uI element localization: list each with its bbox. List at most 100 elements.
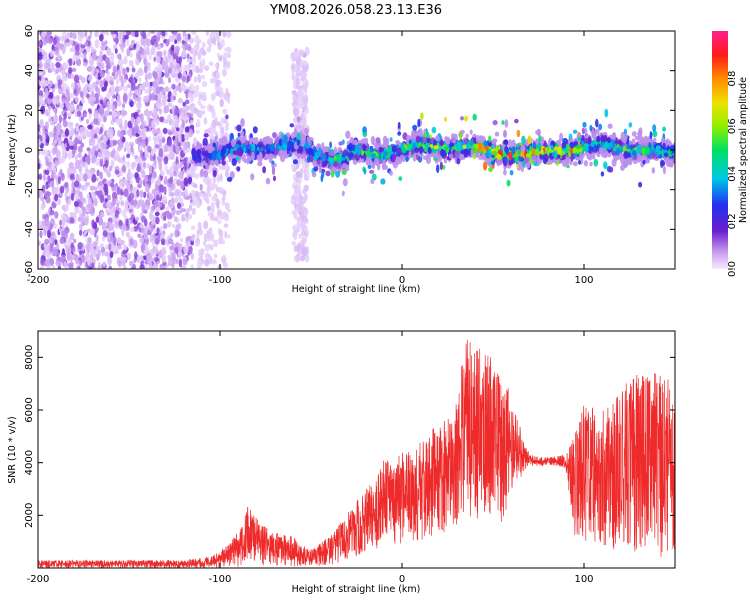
- heatmap-cell: [57, 198, 61, 206]
- heatmap-cell: [177, 249, 182, 259]
- heatmap-cell: [144, 204, 150, 211]
- heatmap-cell: [226, 234, 231, 239]
- heatmap-cell: [110, 159, 115, 169]
- heatmap-cell: [194, 190, 199, 197]
- heatmap-cell: [167, 102, 173, 108]
- heatmap-cell: [190, 119, 194, 126]
- heatmap-cell: [295, 206, 299, 213]
- heatmap-cell: [174, 45, 180, 53]
- heatmap-cell: [53, 186, 59, 195]
- heatmap-cell: [109, 61, 115, 66]
- heatmap-cell: [134, 72, 140, 80]
- heatmap-cell: [80, 90, 84, 98]
- heatmap-cell: [301, 161, 307, 169]
- heatmap-cell: [141, 242, 146, 251]
- heatmap-cell: [135, 132, 140, 137]
- heatmap-cell: [165, 206, 170, 211]
- heatmap-cell: [54, 133, 60, 141]
- heatmap-cell: [136, 101, 141, 109]
- heatmap-cell: [143, 209, 148, 214]
- heatmap-cell: [222, 108, 228, 115]
- heatmap-cell: [298, 87, 303, 96]
- heatmap-cell: [108, 265, 113, 269]
- heatmap-cell: [67, 167, 72, 176]
- heatmap-cell: [77, 199, 81, 204]
- heatmap-cell: [156, 118, 160, 126]
- heatmap-cell: [168, 178, 174, 184]
- heatmap-cell: [186, 75, 190, 83]
- heatmap-cell: [89, 185, 95, 191]
- heatmap-cell: [136, 256, 140, 263]
- heatmap-cell: [174, 188, 180, 197]
- heatmap-cell: [39, 119, 44, 129]
- heatmap-cell: [295, 196, 300, 203]
- heatmap-cell: [109, 80, 115, 86]
- heatmap-cell: [86, 203, 91, 208]
- heatmap-cell: [313, 165, 319, 172]
- heatmap-cell: [47, 229, 51, 239]
- heatmap-cell: [74, 51, 80, 56]
- heatmap-cell: [38, 68, 43, 74]
- heatmap-cell: [86, 93, 90, 99]
- heatmap-cell: [120, 59, 126, 65]
- heatmap-cell: [111, 104, 116, 113]
- heatmap-cell: [130, 161, 136, 170]
- heatmap-cell: [158, 107, 163, 115]
- heatmap-cell: [39, 148, 45, 155]
- heatmap-cell: [74, 137, 79, 146]
- heatmap-cell: [294, 212, 298, 221]
- heatmap-cell: [168, 131, 173, 136]
- heatmap-cell: [99, 126, 103, 134]
- heatmap-cell: [176, 32, 182, 42]
- heatmap-cell: [297, 219, 302, 226]
- heatmap-cell: [206, 205, 212, 211]
- heatmap-cell: [197, 261, 203, 269]
- heatmap-cell: [69, 212, 74, 217]
- heatmap-cell: [60, 254, 66, 264]
- heatmap-cell: [158, 75, 163, 85]
- heatmap-cell: [77, 242, 83, 250]
- heatmap-cell: [52, 37, 57, 46]
- heatmap-cell: [385, 141, 389, 150]
- heatmap-cell: [303, 195, 307, 204]
- heatmap-cell: [49, 154, 53, 163]
- heatmap-cell: [257, 161, 263, 167]
- heatmap-cell: [59, 185, 65, 194]
- heatmap-cell: [200, 168, 204, 177]
- heatmap-cell: [192, 64, 196, 73]
- heatmap-cell: [226, 208, 232, 213]
- heatmap-cell: [645, 158, 650, 164]
- heatmap-cell: [342, 178, 348, 187]
- heatmap-cell: [202, 137, 208, 147]
- heatmap-cell: [98, 117, 102, 122]
- heatmap-cell: [321, 171, 325, 178]
- heatmap-cell: [298, 95, 303, 102]
- heatmap-cell: [91, 219, 95, 228]
- heatmap-cell: [147, 62, 151, 68]
- heatmap-cell: [94, 133, 97, 139]
- heatmap-cell: [143, 191, 147, 198]
- heatmap-cell: [49, 121, 55, 126]
- heatmap-cell: [148, 51, 152, 61]
- heatmap-cell: [70, 127, 75, 135]
- heatmap-cell: [101, 31, 107, 35]
- heatmap-cell: [302, 71, 308, 78]
- heatmap-cell: [151, 92, 155, 101]
- heatmap-cell: [250, 173, 255, 181]
- heatmap-cell: [179, 128, 184, 134]
- heatmap-cell: [163, 156, 169, 165]
- heatmap-cell: [167, 238, 174, 245]
- heatmap-cell: [292, 93, 296, 103]
- heatmap-cell: [222, 254, 226, 260]
- heatmap-cell: [85, 243, 91, 251]
- heatmap-cell: [218, 56, 223, 62]
- heatmap-cell: [148, 86, 152, 91]
- heatmap-cell: [333, 146, 338, 155]
- heatmap-cell: [52, 115, 58, 123]
- heatmap-cell: [167, 257, 172, 267]
- heatmap-cell: [174, 229, 179, 238]
- heatmap-cell: [50, 66, 56, 72]
- heatmap-cell: [41, 184, 46, 193]
- heatmap-cell: [38, 47, 43, 54]
- heatmap-cell: [92, 81, 97, 88]
